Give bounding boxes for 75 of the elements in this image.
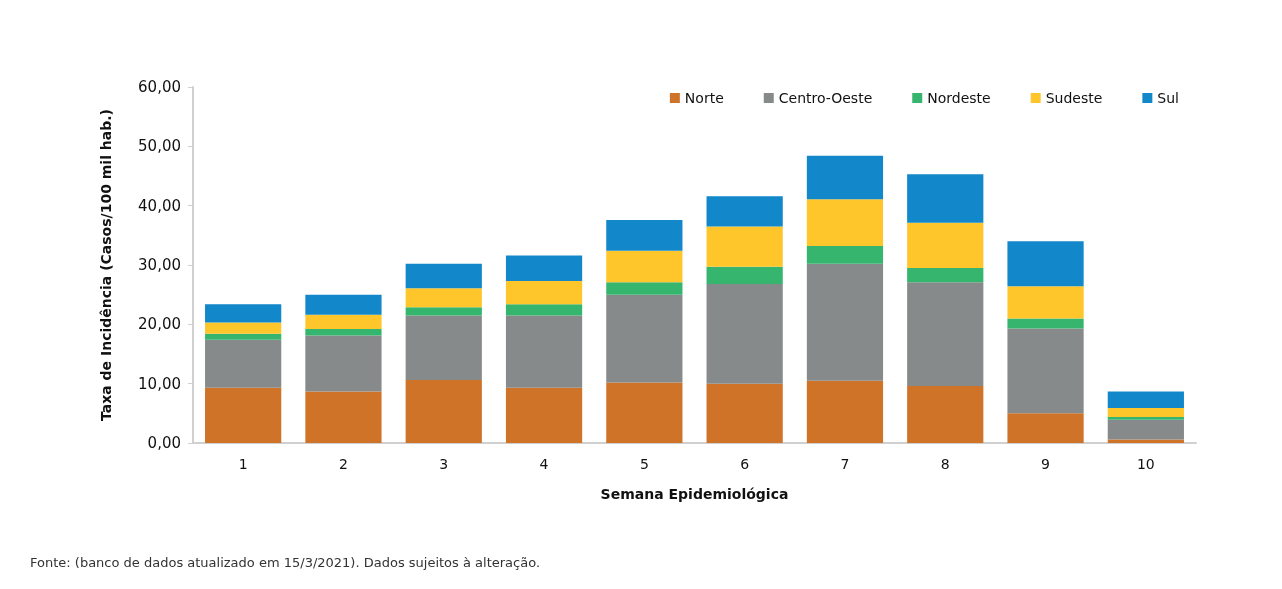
- bar: [1007, 328, 1084, 414]
- x-tick-label: 3: [439, 456, 449, 472]
- bar: [405, 315, 482, 381]
- bar: [405, 380, 482, 443]
- bar: [205, 339, 282, 388]
- x-tick-label: 8: [940, 456, 950, 472]
- bar: [1107, 407, 1184, 417]
- bar: [806, 199, 884, 247]
- bar: [907, 174, 984, 223]
- y-tick-label: 40,00: [138, 196, 181, 215]
- bar: [706, 196, 783, 227]
- bar: [606, 219, 683, 251]
- bar: [505, 255, 583, 282]
- bar: [405, 288, 482, 308]
- y-tick-label: 60,00: [138, 78, 181, 96]
- bar: [205, 322, 282, 334]
- bar: [305, 391, 382, 443]
- y-axis-title: Taxa de Incidência (Casos/100 mil hab.): [98, 109, 114, 421]
- x-tick-label: 9: [1041, 456, 1051, 472]
- bar: [1007, 241, 1084, 287]
- bar: [505, 304, 583, 316]
- bar: [1107, 419, 1184, 440]
- y-tick-label: 50,00: [138, 137, 181, 156]
- legend-label: Nordeste: [927, 90, 991, 106]
- legend-label: Sul: [1157, 90, 1180, 106]
- bar: [907, 267, 984, 283]
- y-tick-label: 0,00: [147, 434, 181, 452]
- bar: [606, 282, 683, 295]
- bar: [405, 263, 482, 289]
- bar: [706, 383, 783, 443]
- bar: [706, 266, 783, 284]
- legend-label: Sudeste: [1045, 90, 1103, 106]
- bar: [305, 329, 382, 336]
- bar: [606, 382, 683, 443]
- x-tick-label: 5: [639, 456, 649, 472]
- bar: [907, 386, 984, 443]
- bar: [505, 387, 583, 443]
- y-tick-label: 30,00: [138, 256, 181, 274]
- bar: [606, 294, 683, 383]
- x-tick-label: 10: [1136, 456, 1155, 472]
- bar: [205, 387, 282, 443]
- bar: [505, 281, 583, 305]
- bar: [606, 250, 683, 283]
- bar: [1107, 416, 1184, 420]
- bar: [806, 263, 884, 381]
- bar: [405, 307, 482, 316]
- bar: [305, 314, 382, 330]
- bar: [305, 335, 382, 392]
- bar: [806, 246, 884, 264]
- source-note: Fonte: (banco de dados atualizado em 15/3/2021). Dados sujeitos à alteração.: [30, 555, 541, 570]
- bar: [706, 226, 783, 267]
- x-tick-label: 2: [338, 456, 348, 472]
- x-tick-label: 4: [539, 456, 549, 472]
- bar: [1007, 413, 1084, 443]
- bar: [205, 333, 282, 340]
- bar: [806, 155, 884, 200]
- bar: [907, 282, 984, 387]
- bar: [907, 222, 984, 268]
- x-axis-title: Semana Epidemiológica: [600, 486, 789, 502]
- bar: [706, 283, 783, 384]
- bar: [1007, 318, 1084, 329]
- legend-label: Norte: [684, 90, 724, 106]
- bar: [1107, 439, 1184, 443]
- bar: [806, 380, 884, 443]
- y-tick-label: 10,00: [138, 374, 181, 393]
- bar: [305, 294, 382, 315]
- bar: [505, 315, 583, 388]
- bar: [1107, 391, 1184, 408]
- y-tick-label: 20,00: [138, 315, 181, 334]
- x-tick-label: 6: [740, 456, 750, 472]
- legend-label: Centro-Oeste: [778, 90, 873, 106]
- x-tick-label: 1: [238, 456, 248, 472]
- bar: [1007, 286, 1084, 319]
- bar: [205, 304, 282, 323]
- x-tick-label: 7: [840, 456, 850, 472]
